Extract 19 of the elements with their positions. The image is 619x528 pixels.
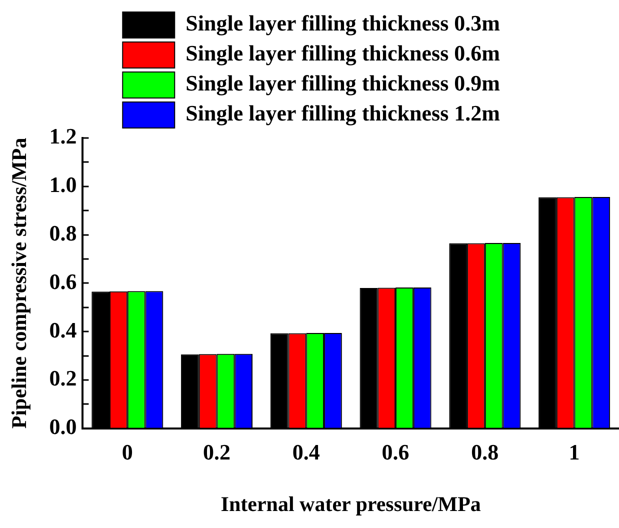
x-axis-title: Internal water pressure/MPa	[220, 492, 482, 516]
x-tick-label: 1	[568, 439, 580, 464]
y-tick-label: 0.4	[49, 317, 77, 342]
y-tick-label: 1.2	[49, 124, 77, 149]
legend-label: Single layer filling thickness 0.3m	[186, 10, 500, 36]
legend-label: Single layer filling thickness 1.2m	[186, 100, 500, 126]
x-tick-label: 0.2	[203, 439, 231, 464]
x-tick-label: 0.6	[382, 439, 410, 464]
y-tick-label: 0.6	[49, 268, 77, 294]
legend-label: Single layer filling thickness 0.6m	[186, 40, 500, 66]
y-tick-label: 0.2	[49, 366, 77, 391]
y-tick-label: 1.0	[49, 172, 77, 198]
x-tick-label: 0.8	[471, 439, 499, 464]
legend-label: Single layer filling thickness 0.9m	[186, 70, 500, 96]
x-tick-label: 0.4	[292, 439, 320, 464]
y-axis-title: Pipeline compressive stress/MPa	[7, 137, 32, 429]
y-tick-label: 0.8	[49, 220, 77, 246]
y-tick-label: 0.0	[49, 414, 77, 440]
x-tick-label: 0	[122, 439, 133, 464]
